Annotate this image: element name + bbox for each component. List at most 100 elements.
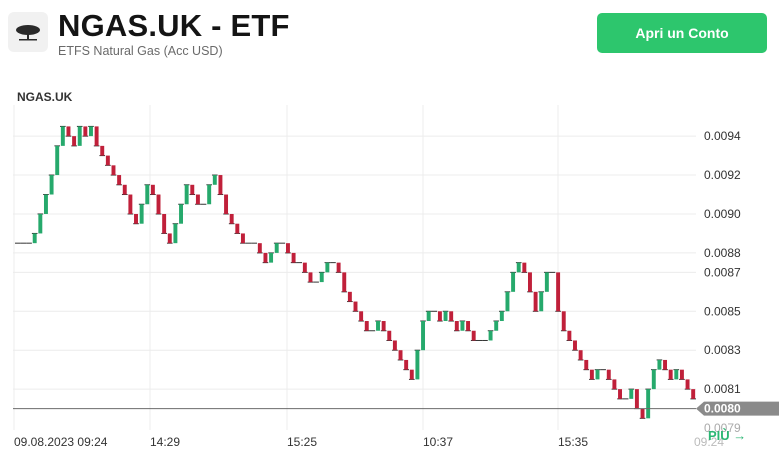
candle-down [359,311,364,322]
candle-up [212,175,217,185]
candle-down [195,194,200,205]
candle-down [364,321,369,331]
candle-down [190,184,195,195]
candle-up [426,311,431,322]
candle-down [381,321,386,331]
candle-up [49,175,54,195]
candle-down [691,389,696,399]
candle-down [640,408,645,419]
candle-down [66,126,71,137]
y-axis: 0.0094 0.0092 0.0090 0.0088 0.0087 0.0085 0.00… [704,129,741,435]
candle-up [494,321,499,331]
open-account-button[interactable]: Apri un Conto [597,13,767,53]
candle-down [612,379,617,390]
candle-up [511,272,516,292]
candle-down [578,350,583,360]
candle-down [561,311,566,331]
candle-up [32,233,37,244]
x-tick-label: 09:24 [694,435,724,449]
candle-down [240,233,245,244]
candle-down [606,369,611,380]
instrument-subtitle: ETFS Natural Gas (Acc USD) [58,44,223,58]
candle-down [229,213,234,224]
candle-down [634,389,639,409]
candle-down [111,165,116,176]
candle-down [533,291,538,312]
candle-down [263,252,268,263]
candle-down [122,184,127,195]
candle-up [516,262,521,273]
candle-down [449,311,454,322]
candle-down [235,223,240,234]
last-price-badge [696,401,779,416]
candle-down [387,330,392,341]
last-price-marker: 0.0080 [13,401,779,416]
candle-down [454,321,459,331]
candle-down [618,389,622,399]
candle-down [150,184,155,195]
chart-grid [13,105,696,430]
candle-up [55,145,60,176]
candle-down [117,175,122,185]
candle-down [100,145,105,156]
candle-up [629,389,634,399]
candle-down [573,340,577,351]
y-tick-label: 0.0092 [704,168,741,182]
candle-up [60,126,65,146]
candle-up [89,126,93,137]
candle-up [539,291,544,312]
candle-down [105,155,110,166]
candle-down [291,252,296,263]
candle-down [224,194,229,214]
candle-down [409,369,414,380]
candle-down [94,126,99,146]
candle-down [567,330,572,341]
y-tick-label: 0.0081 [704,382,741,396]
candle-up [674,369,679,380]
x-tick-label: 10:37 [423,435,453,449]
candle-down [128,194,133,214]
x-tick-label: 15:25 [287,435,317,449]
candle-down [663,359,668,370]
candle-up [488,330,493,341]
candle-up [651,369,656,390]
candle-down [308,272,313,283]
candle-up [179,204,183,224]
candle-up [657,359,662,370]
candle-down [437,311,442,322]
candle-down [685,379,690,390]
y-tick-label: 0.0090 [704,207,741,221]
candle-up [173,223,178,244]
last-price-label: 0.0080 [704,402,741,416]
candle-up [269,252,274,263]
x-tick-label: 14:29 [150,435,180,449]
candle-down [404,359,409,370]
x-tick-label: 09.08.2023 09:24 [14,435,108,449]
candle-up [274,243,279,253]
tree-logo-icon [8,12,48,52]
candle-down [466,321,471,331]
candle-down [353,301,358,312]
candle-down [679,369,684,380]
candle-up [38,213,43,234]
candle-down [347,291,352,302]
candle-down [83,126,88,137]
candle-down [257,243,262,253]
candle-up [184,184,189,205]
candle-down [285,243,290,253]
candle-down [392,340,397,351]
candle-down [162,213,167,234]
candle-down [528,272,532,292]
candle-up [646,389,651,419]
more-link[interactable]: PIÙ → [708,428,747,443]
candle-up [376,321,380,331]
candle-up [595,369,600,380]
y-tick-label: 0.0079 [704,421,741,435]
candle-down [471,330,476,341]
candle-down [156,194,161,214]
candle-up [415,350,420,380]
candle-up [43,194,48,214]
x-axis: 09.08.2023 09:24 14:29 15:25 10:37 15:35 09:2… [14,435,724,449]
candle-up [319,272,324,283]
